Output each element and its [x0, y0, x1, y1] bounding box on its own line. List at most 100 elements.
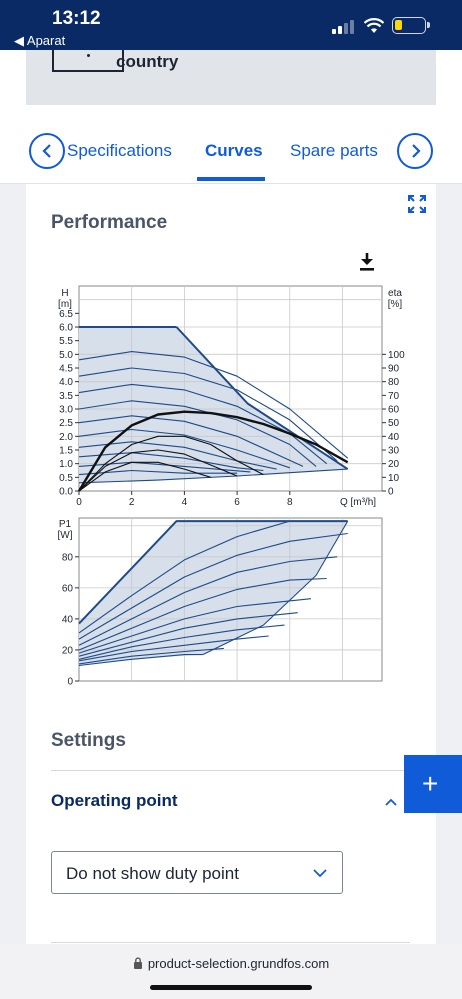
power-ylabel: P1 — [59, 519, 72, 530]
chevron-right-icon — [412, 144, 421, 158]
chevron-left-icon — [42, 144, 51, 158]
power-curve-5 — [78, 598, 311, 654]
power-curve-9 — [78, 647, 224, 665]
head-ylabel-unit: [m] — [58, 299, 72, 310]
country-label: country — [116, 52, 179, 71]
add-button[interactable]: + — [404, 755, 462, 813]
performance-heading: Performance — [51, 212, 168, 233]
head-curve-6 — [78, 415, 304, 467]
head-y2label: eta — [388, 288, 402, 299]
head-ytick-label: 6.0 — [59, 323, 73, 334]
head-ytick-label: 3.0 — [59, 405, 73, 416]
download-icon[interactable] — [358, 252, 376, 272]
duty-point-select-value: Do not show duty point — [66, 864, 239, 883]
head-curve-15 — [78, 449, 238, 492]
bottom-divider — [51, 942, 410, 943]
url-row: product-selection.grundfos.com — [0, 956, 462, 971]
head-y2tick-label: 30 — [388, 446, 400, 457]
power-chart: 0 20 40 60 80 P1[W] — [58, 517, 383, 688]
home-indicator[interactable] — [150, 985, 312, 990]
settings-heading: Settings — [51, 730, 126, 751]
head-y2tick-label: 90 — [388, 364, 400, 375]
head-curve-2 — [78, 351, 349, 459]
tabs-prev-button[interactable] — [29, 133, 65, 169]
tabs-next-button[interactable] — [397, 133, 433, 169]
head-ytick-label: 0.5 — [59, 473, 73, 484]
browser-url-bar[interactable]: product-selection.grundfos.com — [0, 944, 462, 999]
power-curve-3 — [78, 556, 338, 646]
tab-specifications[interactable]: Specifications — [67, 141, 172, 160]
head-curve-13 — [77, 410, 349, 492]
power-ytick-label: 0 — [67, 677, 73, 688]
head-ytick-label: 6.5 — [59, 309, 73, 320]
head-ytick-label: 5.5 — [59, 336, 73, 347]
head-y2tick-label: 100 — [388, 350, 405, 361]
tab-spare-parts[interactable]: Spare parts — [290, 141, 378, 160]
head-y2tick-label: 10 — [388, 473, 400, 484]
power-curve-8 — [78, 635, 269, 662]
head-ytick-label: 2.0 — [59, 432, 73, 443]
power-ylabel-unit: [W] — [58, 530, 73, 541]
wifi-icon — [364, 18, 384, 33]
power-curve-2 — [78, 532, 348, 640]
signal-icon — [332, 20, 356, 34]
power-ytick-label: 20 — [62, 645, 74, 656]
country-card[interactable]: country — [26, 50, 436, 105]
head-xtick-label: 6 — [234, 497, 240, 508]
power-ytick-label: 40 — [62, 614, 74, 625]
head-ytick-label: 4.5 — [59, 364, 73, 375]
head-ylabel: H — [61, 288, 68, 299]
head-xtick-label: 4 — [182, 497, 188, 508]
head-xlabel: Q [m³/h] — [340, 497, 376, 508]
power-curve-7 — [78, 624, 285, 660]
head-ytick-label: 4.0 — [59, 377, 73, 388]
head-ytick-label: 1.5 — [59, 446, 73, 457]
head-y2tick-label: 60 — [388, 405, 400, 416]
performance-charts: 0.0 0.5 1.0 1.5 2.0 2.5 3.0 3.5 4.0 4.5 5.0 5.5 6.0 6… — [58, 285, 405, 688]
head-y2tick-label: 50 — [388, 418, 400, 429]
power-ytick-label: 80 — [62, 552, 74, 563]
head-curve-12 — [78, 468, 348, 484]
head-y2tick-label: 0 — [388, 487, 394, 498]
head-y2tick-label: 40 — [388, 432, 400, 443]
head-ytick-label: 0.0 — [59, 487, 73, 498]
head-curve-16 — [78, 461, 211, 492]
back-to-app-link[interactable]: ◀ Aparat — [14, 33, 66, 48]
head-curve-7 — [78, 428, 290, 469]
settings-divider — [51, 770, 410, 771]
page-margin-left — [0, 184, 26, 944]
plus-icon: + — [422, 768, 439, 799]
clock: 13:12 — [52, 8, 101, 29]
url-text: product-selection.grundfos.com — [147, 956, 330, 971]
power-curve-11 — [202, 520, 349, 656]
power-curve-4 — [78, 577, 327, 651]
head-curve-14 — [78, 435, 264, 492]
operating-point-header[interactable]: Operating point — [51, 791, 178, 810]
power-ytick-label: 60 — [62, 583, 74, 594]
power-curve-10 — [78, 654, 203, 667]
battery-icon — [392, 17, 430, 34]
head-curve-3 — [78, 367, 338, 462]
head-curve-4 — [78, 383, 328, 465]
head-ytick-label: 1.0 — [59, 459, 73, 470]
head-y2label-unit: [%] — [388, 299, 403, 310]
head-ytick-label: 2.5 — [59, 418, 73, 429]
lock-icon — [133, 957, 142, 969]
head-curve-8 — [78, 441, 277, 470]
head-ytick-label: 3.5 — [59, 391, 73, 402]
country-icon — [52, 50, 124, 72]
chevron-up-icon[interactable] — [384, 797, 398, 807]
head-y2tick-label: 20 — [388, 459, 400, 470]
page-margin-right — [436, 184, 462, 944]
head-curve-1 — [175, 326, 349, 470]
head-chart: 0.0 0.5 1.0 1.5 2.0 2.5 3.0 3.5 4.0 4.5 5.0 5.5 6.0 6… — [58, 285, 405, 508]
head-y2tick-label: 70 — [388, 391, 400, 402]
head-curve-11 — [78, 469, 238, 476]
power-curve-0 — [78, 520, 348, 625]
tab-bar: Specifications Curves Spare parts — [0, 118, 462, 184]
duty-point-select[interactable]: Do not show duty point — [51, 851, 343, 894]
expand-icon[interactable] — [407, 194, 427, 214]
power-curve-6 — [78, 612, 298, 657]
tab-curves[interactable]: Curves — [205, 141, 263, 160]
status-bar: 13:12 ◀ Aparat — [0, 0, 462, 50]
